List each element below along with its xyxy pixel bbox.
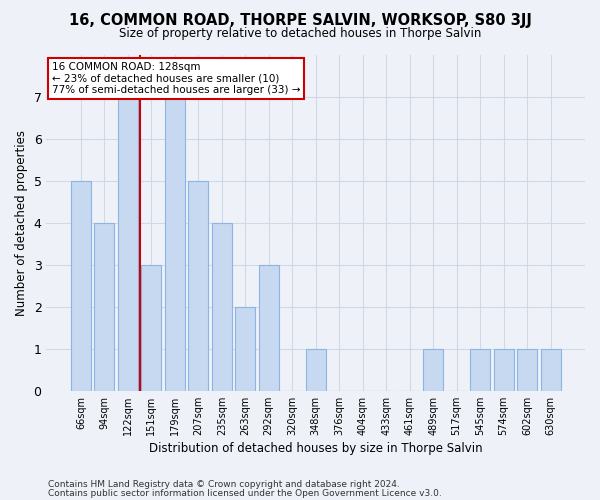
- Text: Contains public sector information licensed under the Open Government Licence v3: Contains public sector information licen…: [48, 488, 442, 498]
- Text: Size of property relative to detached houses in Thorpe Salvin: Size of property relative to detached ho…: [119, 28, 481, 40]
- Text: 16 COMMON ROAD: 128sqm
← 23% of detached houses are smaller (10)
77% of semi-det: 16 COMMON ROAD: 128sqm ← 23% of detached…: [52, 62, 301, 95]
- Bar: [118, 97, 138, 391]
- Bar: [259, 265, 279, 391]
- Bar: [517, 349, 537, 391]
- Y-axis label: Number of detached properties: Number of detached properties: [15, 130, 28, 316]
- Bar: [188, 181, 208, 391]
- Bar: [494, 349, 514, 391]
- Text: Contains HM Land Registry data © Crown copyright and database right 2024.: Contains HM Land Registry data © Crown c…: [48, 480, 400, 489]
- Bar: [165, 97, 185, 391]
- Bar: [235, 307, 255, 391]
- Bar: [306, 349, 326, 391]
- Bar: [142, 265, 161, 391]
- Bar: [94, 223, 115, 391]
- Bar: [423, 349, 443, 391]
- Text: 16, COMMON ROAD, THORPE SALVIN, WORKSOP, S80 3JJ: 16, COMMON ROAD, THORPE SALVIN, WORKSOP,…: [68, 12, 532, 28]
- Bar: [541, 349, 560, 391]
- Bar: [71, 181, 91, 391]
- Bar: [470, 349, 490, 391]
- X-axis label: Distribution of detached houses by size in Thorpe Salvin: Distribution of detached houses by size …: [149, 442, 482, 455]
- Bar: [212, 223, 232, 391]
